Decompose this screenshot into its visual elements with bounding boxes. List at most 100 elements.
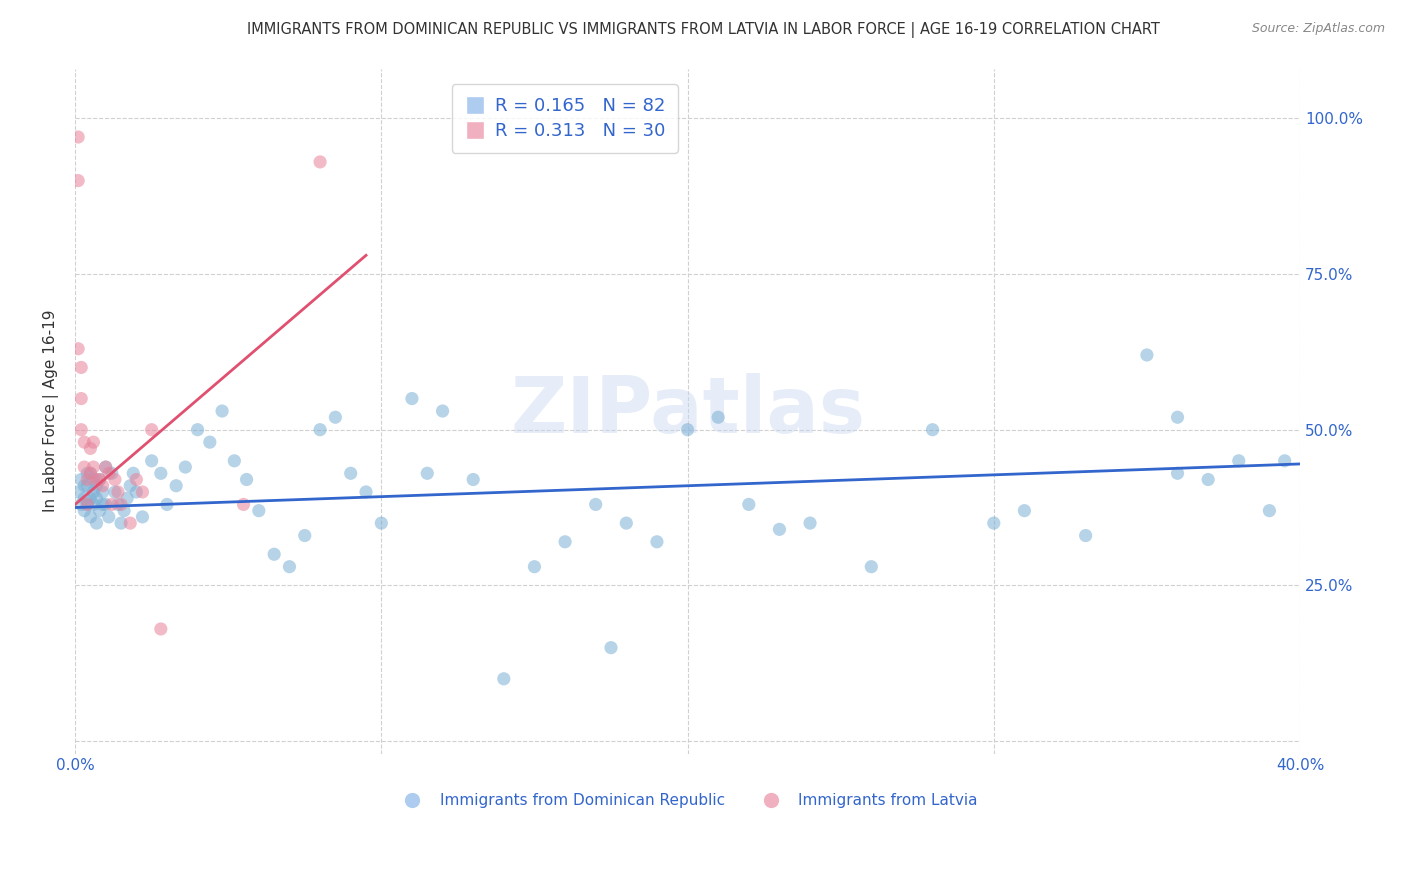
Point xyxy=(70,473,93,487)
Point xyxy=(79,442,101,456)
Point xyxy=(645,534,668,549)
Point xyxy=(122,467,145,481)
Point xyxy=(1258,503,1281,517)
Point xyxy=(1136,348,1159,362)
Point xyxy=(707,410,730,425)
Point xyxy=(115,491,138,506)
Point xyxy=(416,467,439,481)
Point xyxy=(1197,473,1219,487)
Point xyxy=(554,534,576,549)
Point xyxy=(86,491,108,506)
Point xyxy=(86,516,108,530)
Point xyxy=(983,516,1005,530)
Point xyxy=(523,559,546,574)
Point xyxy=(91,479,114,493)
Point xyxy=(101,497,124,511)
Point xyxy=(79,491,101,506)
Point xyxy=(187,423,209,437)
Point xyxy=(104,473,127,487)
Point xyxy=(174,460,197,475)
Point xyxy=(110,516,132,530)
Point xyxy=(370,516,392,530)
Point xyxy=(76,473,98,487)
Point xyxy=(73,491,96,506)
Point xyxy=(79,509,101,524)
Point xyxy=(120,479,142,493)
Point xyxy=(600,640,623,655)
Point xyxy=(97,509,120,524)
Point xyxy=(141,423,163,437)
Point xyxy=(131,509,153,524)
Point xyxy=(73,479,96,493)
Point xyxy=(104,485,127,500)
Point xyxy=(101,467,124,481)
Point xyxy=(1167,467,1189,481)
Point xyxy=(70,423,93,437)
Point xyxy=(67,173,90,187)
Text: IMMIGRANTS FROM DOMINICAN REPUBLIC VS IMMIGRANTS FROM LATVIA IN LABOR FORCE | AG: IMMIGRANTS FROM DOMINICAN REPUBLIC VS IM… xyxy=(246,22,1160,38)
Point xyxy=(107,497,129,511)
Point xyxy=(86,473,108,487)
Point xyxy=(1227,454,1250,468)
Point xyxy=(112,503,135,517)
Point xyxy=(1014,503,1036,517)
Point xyxy=(94,497,117,511)
Point xyxy=(89,473,111,487)
Point xyxy=(294,528,316,542)
Point xyxy=(70,360,93,375)
Point xyxy=(73,503,96,517)
Point xyxy=(211,404,233,418)
Point xyxy=(1167,410,1189,425)
Point xyxy=(82,485,104,500)
Point xyxy=(125,485,148,500)
Point xyxy=(768,522,790,536)
Point xyxy=(73,460,96,475)
Point xyxy=(738,497,761,511)
Point xyxy=(70,392,93,406)
Point xyxy=(70,497,93,511)
Point xyxy=(614,516,637,530)
Point xyxy=(492,672,515,686)
Point xyxy=(73,435,96,450)
Point xyxy=(149,622,172,636)
Point xyxy=(79,467,101,481)
Point xyxy=(247,503,270,517)
Point xyxy=(110,497,132,511)
Point xyxy=(82,497,104,511)
Point xyxy=(94,460,117,475)
Point xyxy=(463,473,485,487)
Point xyxy=(94,460,117,475)
Point xyxy=(921,423,943,437)
Point xyxy=(432,404,454,418)
Legend: Immigrants from Dominican Republic, Immigrants from Latvia: Immigrants from Dominican Republic, Immi… xyxy=(391,787,984,814)
Point xyxy=(354,485,377,500)
Point xyxy=(82,473,104,487)
Point xyxy=(1274,454,1296,468)
Point xyxy=(79,467,101,481)
Point xyxy=(82,435,104,450)
Point xyxy=(309,155,332,169)
Point xyxy=(67,130,90,145)
Point xyxy=(91,497,114,511)
Point xyxy=(676,423,699,437)
Point xyxy=(585,497,607,511)
Point xyxy=(860,559,883,574)
Point xyxy=(309,423,332,437)
Point xyxy=(86,479,108,493)
Point xyxy=(232,497,254,511)
Point xyxy=(235,473,257,487)
Point xyxy=(89,473,111,487)
Point xyxy=(198,435,221,450)
Point xyxy=(339,467,361,481)
Text: ZIPatlas: ZIPatlas xyxy=(510,373,865,449)
Point xyxy=(799,516,821,530)
Point xyxy=(97,467,120,481)
Point xyxy=(107,485,129,500)
Point xyxy=(224,454,246,468)
Text: Source: ZipAtlas.com: Source: ZipAtlas.com xyxy=(1251,22,1385,36)
Y-axis label: In Labor Force | Age 16-19: In Labor Force | Age 16-19 xyxy=(44,310,59,512)
Point xyxy=(67,342,90,356)
Point xyxy=(120,516,142,530)
Point xyxy=(76,467,98,481)
Point xyxy=(401,392,423,406)
